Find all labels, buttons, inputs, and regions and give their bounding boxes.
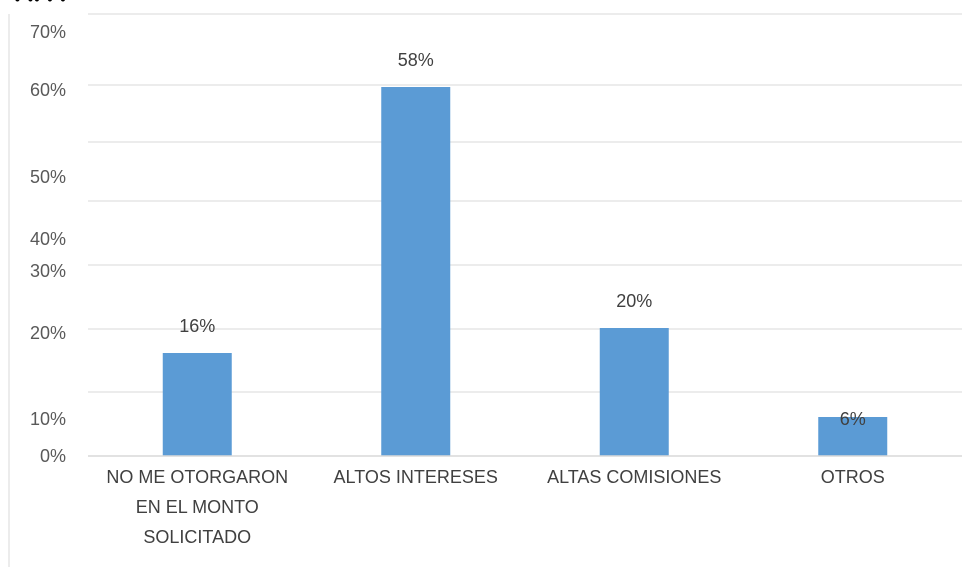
gridlines: [88, 84, 962, 393]
bars: [162, 87, 888, 456]
data-labels: 16% 58% 20% 6%: [179, 50, 866, 429]
y-tick-label: 50%: [30, 167, 66, 187]
data-label: 16%: [179, 316, 215, 336]
data-label: 20%: [616, 291, 652, 311]
y-tick-label: 30%: [30, 261, 66, 281]
category-label: EN EL MONTO: [136, 497, 259, 517]
category-label: OTROS: [821, 467, 885, 487]
y-tick-label: 10%: [30, 409, 66, 429]
chart-title-cropped: · ·· · ·: [14, 0, 66, 14]
y-axis-tick-labels: 70% 60% 50% 40% 30% 20% 10% 0%: [30, 22, 66, 466]
data-label: 58%: [398, 50, 434, 70]
bar: [162, 353, 232, 456]
data-label: 6%: [840, 409, 866, 429]
y-tick-label: 20%: [30, 323, 66, 343]
category-label: NO ME OTORGARON: [106, 467, 288, 487]
category-label: ALTAS COMISIONES: [547, 467, 721, 487]
category-label: SOLICITADO: [143, 527, 251, 547]
category-label: ALTOS INTERESES: [334, 467, 498, 487]
y-tick-label: 0%: [40, 446, 66, 466]
bar: [381, 87, 451, 456]
y-tick-label: 70%: [30, 22, 66, 42]
x-axis-category-labels: NO ME OTORGARON EN EL MONTO SOLICITADO ALTO…: [106, 467, 884, 547]
bar: [599, 328, 669, 456]
bar: [818, 417, 888, 456]
y-tick-label: 40%: [30, 229, 66, 249]
y-tick-label: 60%: [30, 80, 66, 100]
